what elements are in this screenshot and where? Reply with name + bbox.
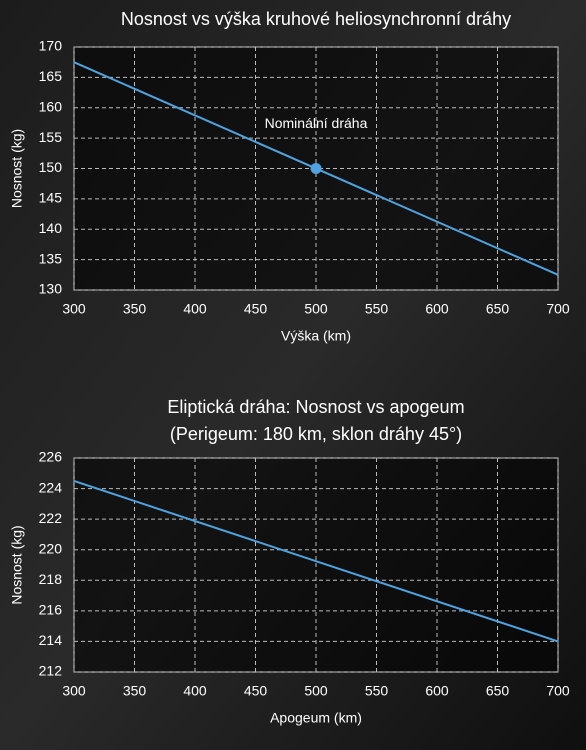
annotation: Nominální dráha	[265, 115, 368, 131]
chart-subtitle: (Perigeum: 180 km, sklon dráhy 45°)	[170, 424, 462, 444]
chart-title: Eliptická dráha: Nosnost vs apogeum	[167, 397, 464, 417]
y-tick-label: 135	[39, 250, 63, 266]
x-tick-label: 600	[425, 301, 449, 317]
x-tick-label: 600	[425, 683, 449, 699]
y-tick-label: 212	[39, 663, 63, 679]
x-tick-label: 650	[486, 301, 510, 317]
y-tick-label: 220	[39, 540, 63, 556]
y-axis-label: Nosnost (kg)	[9, 525, 25, 604]
y-tick-label: 170	[39, 38, 63, 54]
y-tick-label: 145	[39, 190, 63, 206]
y-tick-label: 222	[39, 510, 63, 526]
y-tick-label: 216	[39, 602, 63, 618]
x-tick-label: 300	[62, 301, 86, 317]
x-tick-label: 350	[123, 683, 147, 699]
y-tick-label: 165	[39, 68, 63, 84]
x-tick-label: 350	[123, 301, 147, 317]
x-axis-label: Apogeum (km)	[270, 710, 362, 726]
chart-title: Nosnost vs výška kruhové heliosynchronní…	[121, 9, 511, 29]
data-line	[73, 479, 559, 643]
y-tick-label: 140	[39, 220, 63, 236]
y-tick-label: 224	[39, 479, 63, 495]
x-tick-label: 300	[62, 683, 86, 699]
x-tick-label: 500	[304, 683, 328, 699]
y-tick-label: 155	[39, 129, 63, 145]
x-tick-label: 450	[244, 301, 268, 317]
y-tick-label: 150	[39, 159, 63, 175]
x-tick-label: 550	[365, 683, 389, 699]
x-tick-label: 650	[486, 683, 510, 699]
x-tick-label: 450	[244, 683, 268, 699]
x-tick-label: 400	[183, 683, 207, 699]
x-tick-label: 700	[546, 301, 570, 317]
y-tick-label: 218	[39, 571, 63, 587]
y-tick-label: 226	[39, 449, 63, 465]
y-tick-label: 130	[39, 281, 63, 297]
y-tick-label: 214	[39, 632, 63, 648]
data-point	[310, 163, 322, 174]
x-axis-label: Výška (km)	[281, 328, 351, 344]
x-tick-label: 400	[183, 301, 207, 317]
x-tick-label: 700	[546, 683, 570, 699]
x-tick-label: 500	[304, 301, 328, 317]
y-tick-label: 160	[39, 98, 63, 114]
x-tick-label: 550	[365, 301, 389, 317]
y-axis-label: Nosnost (kg)	[9, 129, 25, 208]
